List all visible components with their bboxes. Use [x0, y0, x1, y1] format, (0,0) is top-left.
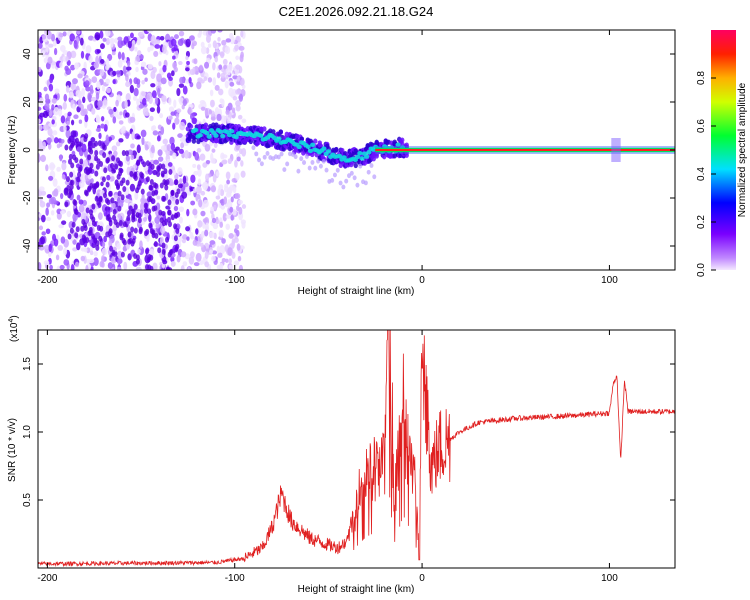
spectrogram-x-axis-label: Height of straight line (km)	[298, 286, 415, 297]
colorbar: 0.0 0.2 0.4 0.6 0.8 Normalized spectral ampl…	[696, 30, 748, 277]
spectrogram-y-ticks: -40 -20 0 20 40	[22, 48, 675, 253]
spectrogram-x-tick-label: 100	[601, 275, 618, 286]
colorbar-tick-label: 0.6	[696, 119, 707, 133]
spectrogram-y-axis-label: Frequency (Hz)	[7, 116, 18, 185]
snr-x-ticks: -200 -100 0 100	[37, 330, 618, 584]
spectrogram-y-tick-label: -40	[22, 238, 33, 253]
spectrogram-speckle	[38, 30, 247, 270]
colorbar-tick-label: 0.4	[696, 167, 707, 181]
spectrogram-ridge	[185, 122, 675, 190]
snr-series-line	[38, 330, 675, 568]
spectrogram-x-tick-label: -100	[225, 275, 245, 286]
spectrogram-x-tick-label: 0	[419, 275, 425, 286]
colorbar-tick-label: 0.8	[696, 71, 707, 85]
colorbar-ticks: 0.0 0.2 0.4 0.6 0.8	[696, 71, 716, 277]
colorbar-gradient	[711, 30, 736, 270]
snr-x-axis-label: Height of straight line (km)	[298, 584, 415, 595]
snr-y-tick-label: 1.0	[22, 425, 33, 439]
colorbar-label: Normalized spectral amplitude	[737, 82, 748, 217]
snr-y-ticks: 0.5 1.0 1.5	[22, 357, 675, 507]
snr-panel: -200 -100 0 100 0.5 1.0 1.5 Height of straigh…	[7, 315, 676, 595]
snr-x-tick-label: 100	[601, 573, 618, 584]
snr-x-tick-label: 0	[419, 573, 425, 584]
snr-frame	[37, 329, 676, 569]
colorbar-tick-label: 0.2	[696, 215, 707, 229]
spectrogram-x-ticks: -200 -100 0 100	[37, 30, 618, 286]
spectrogram-y-tick-label: 20	[22, 96, 33, 108]
snr-y-scale-factor: (x104)	[8, 315, 20, 342]
spectrogram-x-tick-label: -200	[37, 275, 57, 286]
spectrogram-y-tick-label: -20	[22, 190, 33, 205]
snr-plot-area	[38, 330, 675, 568]
spectrogram-y-tick-label: 40	[22, 48, 33, 60]
snr-x-tick-label: -100	[225, 573, 245, 584]
snr-y-tick-label: 0.5	[22, 493, 33, 507]
snr-y-tick-label: 1.5	[22, 357, 33, 371]
figure-title: C2E1.2026.092.21.18.G24	[279, 4, 434, 19]
colorbar-tick-label: 0.0	[696, 263, 707, 277]
snr-y-axis-label: SNR (10 * v/v)	[7, 418, 18, 482]
spectrogram-y-tick-label: 0	[22, 147, 33, 153]
snr-x-tick-label: -200	[37, 573, 57, 584]
